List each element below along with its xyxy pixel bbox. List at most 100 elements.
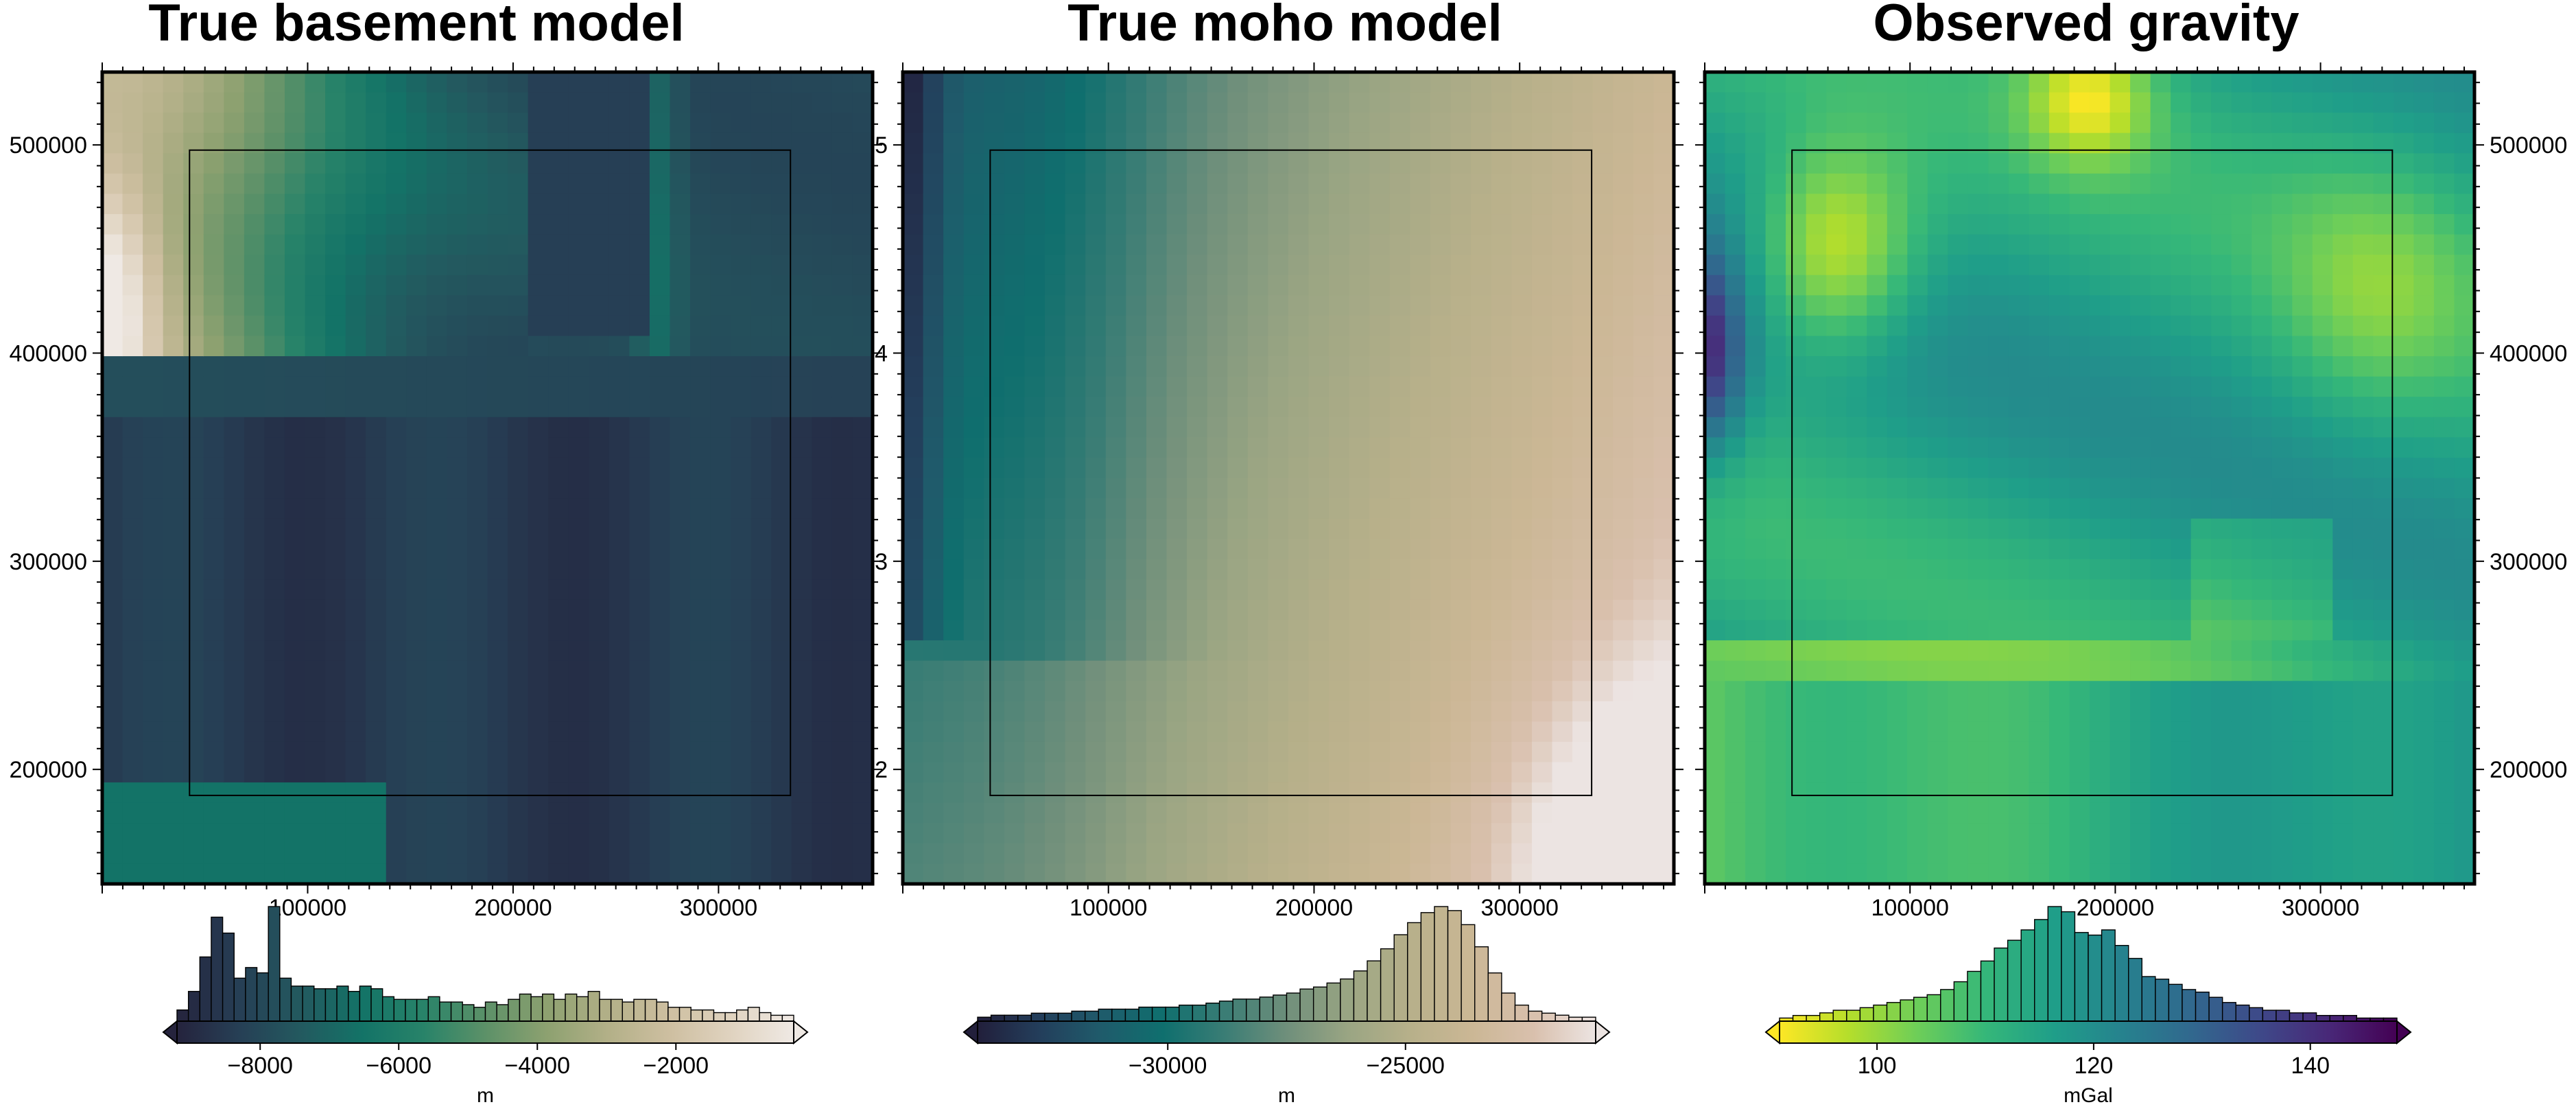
- heatmap-cell: [548, 356, 569, 377]
- heatmap-cell: [1745, 701, 1766, 723]
- heatmap-cell: [1430, 214, 1452, 235]
- heatmap-cell: [1491, 762, 1513, 783]
- heatmap-cell: [568, 802, 590, 824]
- heatmap-cell: [629, 275, 650, 296]
- heatmap-cell: [943, 579, 965, 600]
- heatmap-cell: [1552, 113, 1573, 134]
- heatmap-cell: [1349, 356, 1371, 377]
- heatmap-cell: [1572, 417, 1594, 439]
- heatmap-cell: [548, 173, 569, 195]
- heatmap-cell: [1430, 72, 1452, 93]
- heatmap-cell: [426, 640, 448, 662]
- heatmap-cell: [1166, 295, 1187, 316]
- heatmap-cell: [1927, 478, 1949, 499]
- heatmap-cell: [852, 234, 873, 255]
- heatmap-cell: [1126, 194, 1147, 215]
- heatmap-cell: [1826, 92, 1847, 113]
- heatmap-cell: [2393, 599, 2415, 621]
- heatmap-cell: [2150, 457, 2171, 479]
- heatmap-cell: [2231, 214, 2253, 235]
- heatmap-cell: [1846, 72, 1868, 93]
- heatmap-cell: [2090, 640, 2111, 662]
- heatmap-cell: [163, 681, 185, 702]
- heatmap-cell: [1948, 579, 1969, 600]
- heatmap-cell: [1308, 92, 1330, 113]
- heatmap-cell: [1389, 275, 1411, 296]
- heatmap-cell: [2292, 397, 2313, 418]
- heatmap-cell: [1329, 72, 1350, 93]
- heatmap-cell: [548, 194, 569, 215]
- heatmap-cell: [325, 275, 346, 296]
- heatmap-cell: [1369, 194, 1391, 215]
- heatmap-cell: [508, 518, 529, 540]
- heatmap-cell: [1024, 397, 1045, 418]
- heatmap-cell: [1471, 153, 1492, 174]
- histogram-bar: [644, 999, 657, 1024]
- heatmap-cell: [2090, 72, 2111, 93]
- heatmap-cell: [568, 823, 590, 844]
- heatmap-cell: [670, 681, 691, 702]
- heatmap-cell: [2069, 620, 2090, 641]
- heatmap-cell: [244, 113, 265, 134]
- heatmap-cell: [791, 660, 813, 682]
- heatmap-cell: [2413, 498, 2435, 520]
- heatmap-cell: [2029, 660, 2050, 682]
- heatmap-cell: [183, 478, 204, 499]
- heatmap-cell: [1745, 173, 1766, 195]
- heatmap-cell: [2271, 113, 2293, 134]
- heatmap-cell: [2110, 620, 2131, 641]
- heatmap-cell: [224, 113, 245, 134]
- heatmap-cell: [466, 518, 488, 540]
- heatmap-cell: [2029, 498, 2050, 520]
- heatmap-cell: [2110, 640, 2131, 662]
- heatmap-cell: [1329, 356, 1350, 377]
- heatmap-cell: [1826, 660, 1847, 682]
- heatmap-cell: [852, 275, 873, 296]
- heatmap-cell: [568, 173, 590, 195]
- heatmap-cell: [325, 721, 346, 743]
- heatmap-cell: [2190, 498, 2212, 520]
- heatmap-cell: [1705, 275, 1726, 296]
- heatmap-cell: [426, 782, 448, 804]
- heatmap-cell: [1592, 539, 1614, 560]
- heatmap-cell: [2252, 397, 2273, 418]
- heatmap-cell: [1146, 173, 1168, 195]
- heatmap-cell: [1988, 640, 2009, 662]
- heatmap-cell: [923, 315, 944, 337]
- heatmap-cell: [2373, 234, 2394, 255]
- heatmap-cell: [406, 660, 427, 682]
- heatmap-cell: [345, 802, 366, 824]
- heatmap-cell: [1288, 356, 1310, 377]
- heatmap-cell: [1887, 457, 1909, 479]
- heatmap-cell: [670, 823, 691, 844]
- heatmap-cell: [183, 376, 204, 398]
- heatmap-cell: [1705, 579, 1726, 600]
- heatmap-cell: [1329, 153, 1350, 174]
- heatmap-cell: [2292, 92, 2313, 113]
- heatmap-cell: [1004, 620, 1026, 641]
- heatmap-cell: [2433, 579, 2455, 600]
- heatmap-cell: [426, 295, 448, 316]
- heatmap-cell: [852, 863, 873, 885]
- heatmap-cell: [2292, 315, 2313, 337]
- heatmap-cell: [1705, 336, 1726, 357]
- heatmap-cell: [1867, 437, 1888, 458]
- heatmap-cell: [589, 518, 610, 540]
- heatmap-cell: [2413, 417, 2435, 439]
- heatmap-cell: [224, 802, 245, 824]
- heatmap-cell: [1846, 681, 1868, 702]
- heatmap-cell: [649, 823, 671, 844]
- heatmap-cell: [1765, 579, 1786, 600]
- heatmap-cell: [1430, 275, 1452, 296]
- heatmap-cell: [244, 295, 265, 316]
- heatmap-cell: [710, 620, 731, 641]
- heatmap-cell: [2393, 721, 2415, 743]
- heatmap-cell: [426, 823, 448, 844]
- heatmap-cell: [1065, 457, 1087, 479]
- heatmap-cell: [2211, 741, 2232, 763]
- heatmap-cell: [366, 315, 387, 337]
- heatmap-cell: [2312, 701, 2334, 723]
- heatmap-cell: [670, 802, 691, 824]
- heatmap-cell: [224, 478, 245, 499]
- heatmap-cell: [1329, 498, 1350, 520]
